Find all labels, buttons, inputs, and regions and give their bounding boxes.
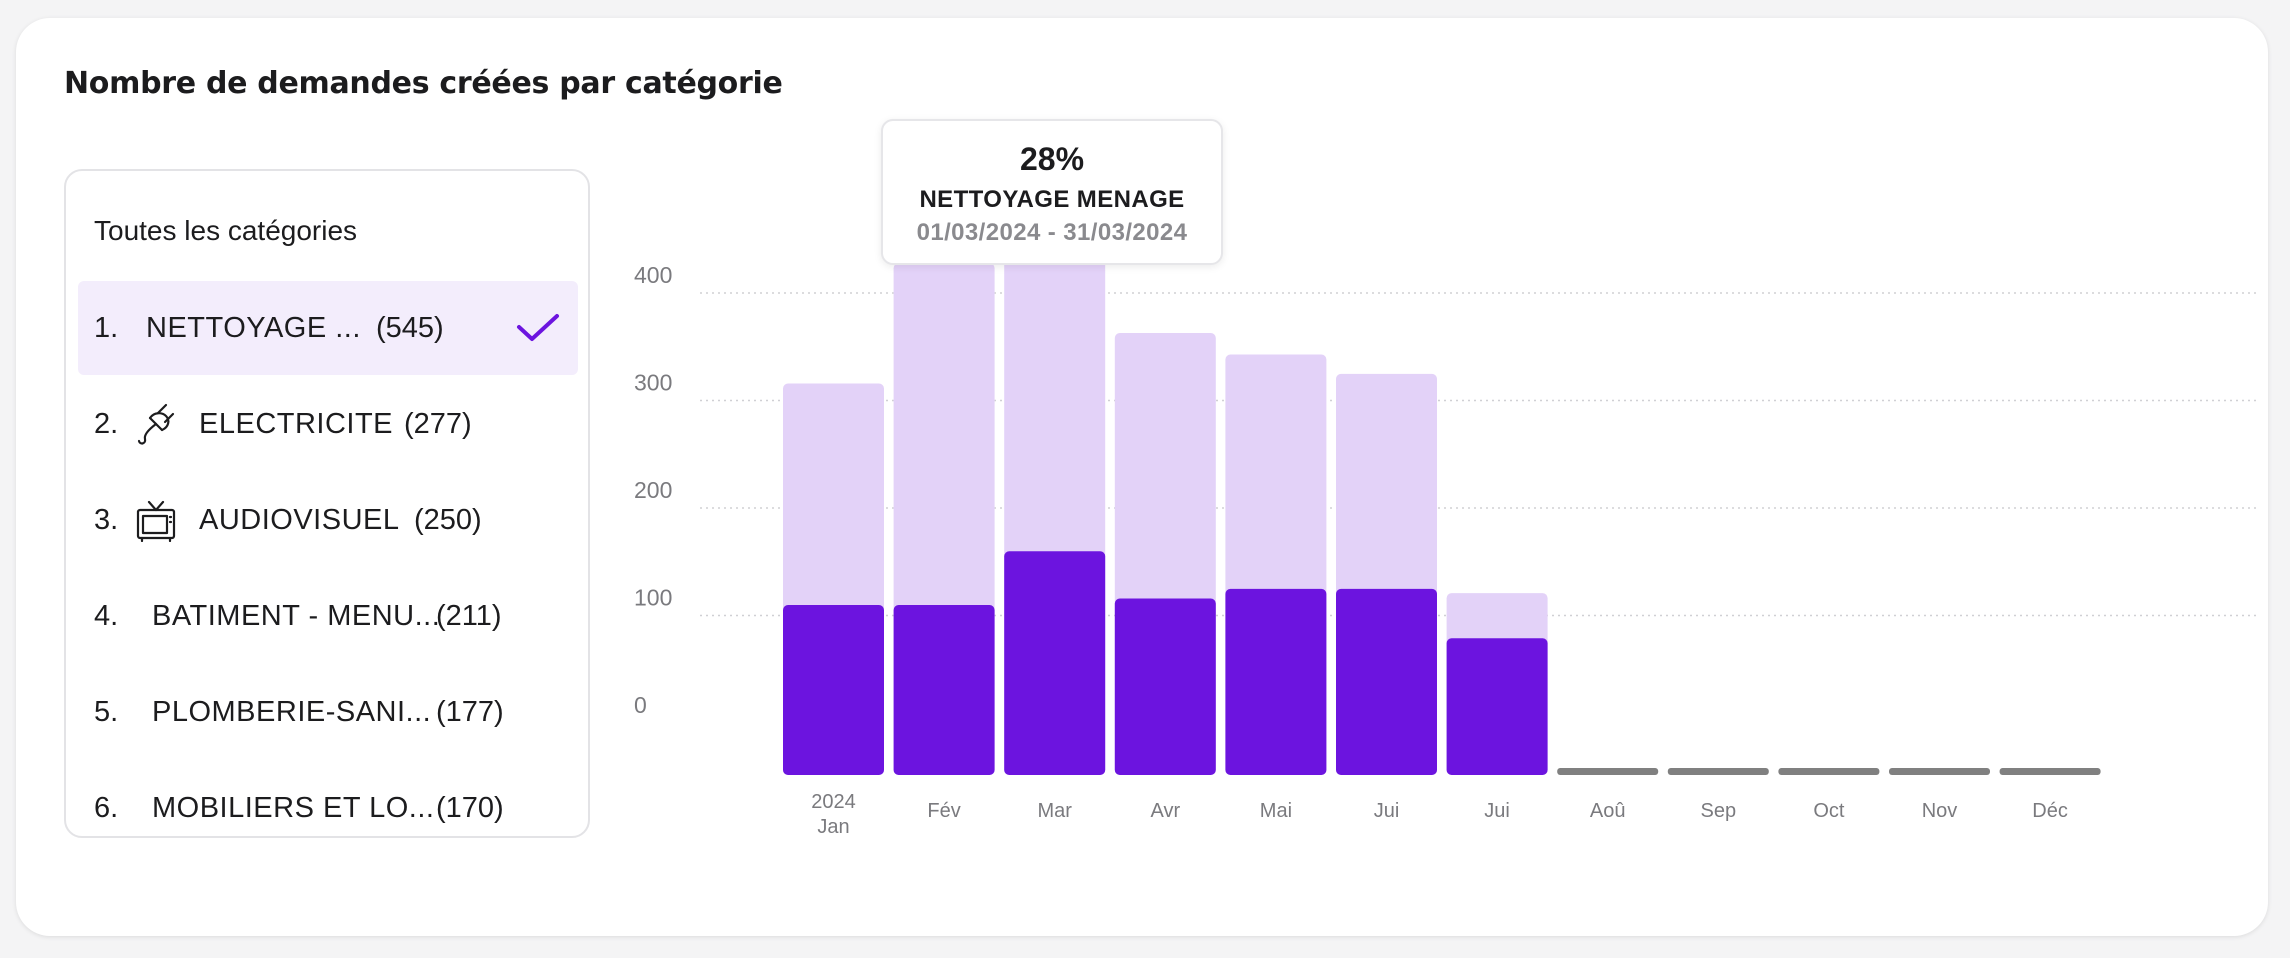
category-item-nettoyage[interactable]: 1. NETTOYAGE ... (545): [78, 281, 578, 375]
category-name: PLOMBERIE-SANI...: [152, 695, 432, 728]
category-name: MOBILIERS ET LO...: [152, 791, 435, 824]
bar-selected[interactable]: [1446, 638, 1548, 775]
category-rank: 1.: [94, 311, 119, 344]
category-item-audiovisuel[interactable]: 3. AUDIOVISUEL (250): [78, 473, 578, 567]
bar-selected[interactable]: [1004, 551, 1106, 775]
category-item-electricite[interactable]: 2. ELECTRICITE (277): [78, 377, 578, 471]
x-tick-label: Aoû: [1590, 800, 1626, 822]
y-tick-label: 0: [634, 692, 647, 718]
x-tick-label: Jan: [817, 816, 849, 838]
category-rank: 4.: [94, 599, 119, 632]
tooltip-dates: 01/03/2024 - 31/03/2024: [916, 219, 1188, 246]
bar-empty[interactable]: [1778, 768, 1880, 775]
x-tick-label: Nov: [1922, 800, 1958, 822]
x-year-label: 2024: [811, 791, 856, 813]
all-categories-option[interactable]: Toutes les catégories: [94, 215, 358, 246]
category-count: (170): [436, 791, 504, 824]
category-item-mobiliers[interactable]: 6. MOBILIERS ET LO... (170): [78, 761, 578, 836]
category-name: AUDIOVISUEL: [199, 503, 400, 536]
y-tick-label: 100: [634, 585, 672, 611]
category-name: BATIMENT - MENU...: [152, 599, 441, 632]
y-tick-label: 200: [634, 477, 672, 503]
category-item-batiment[interactable]: 4. BATIMENT - MENU... (211): [78, 569, 578, 663]
x-tick-label: Fév: [927, 800, 960, 822]
x-tick-label: Déc: [2032, 800, 2068, 822]
category-name: ELECTRICITE: [199, 407, 394, 440]
y-tick-label: 300: [634, 370, 672, 396]
bar-empty[interactable]: [1667, 768, 1769, 775]
chart-tooltip: 28% NETTOYAGE MENAGE 01/03/2024 - 31/03/…: [881, 119, 1223, 265]
category-count: (177): [436, 695, 504, 728]
category-rank: 2.: [94, 407, 119, 440]
x-tick-label: Jui: [1374, 800, 1400, 822]
category-count: (545): [376, 311, 444, 344]
y-tick-label: 400: [634, 262, 672, 288]
x-tick-label: Jui: [1484, 800, 1510, 822]
tooltip-category: NETTOYAGE MENAGE: [919, 186, 1185, 213]
bar-chart: 400 300 200 100 0 2024 Jan Fév Mar Avr Mai Jui Jui Ao…: [634, 222, 2258, 838]
tooltip-percent: 28%: [1019, 141, 1085, 177]
category-name: NETTOYAGE ...: [146, 311, 361, 344]
check-icon: [517, 314, 559, 341]
x-tick-label: Mar: [1037, 800, 1072, 822]
category-rank: 3.: [94, 503, 119, 536]
bar-selected[interactable]: [893, 604, 995, 775]
bar-empty[interactable]: [1557, 768, 1659, 775]
category-count: (250): [414, 503, 482, 536]
bar-selected[interactable]: [1114, 598, 1216, 775]
bar-selected[interactable]: [783, 604, 884, 775]
category-rank: 6.: [94, 791, 119, 824]
plug-icon: [137, 403, 175, 445]
x-tick-label: Sep: [1701, 800, 1737, 822]
x-tick-label: Avr: [1150, 800, 1180, 822]
tv-icon: [136, 500, 176, 542]
category-list: Toutes les catégories 1. NETTOYAGE ... (…: [64, 169, 590, 838]
category-item-plomberie[interactable]: 5. PLOMBERIE-SANI... (177): [78, 665, 578, 759]
bar-selected[interactable]: [1225, 588, 1327, 775]
category-rank: 5.: [94, 695, 119, 728]
x-tick-label: Mai: [1260, 800, 1292, 822]
x-tick-label: Oct: [1813, 800, 1845, 822]
category-count: (211): [436, 599, 502, 632]
bar-empty[interactable]: [1999, 768, 2101, 775]
category-count: (277): [404, 407, 472, 440]
bar-selected[interactable]: [1336, 588, 1437, 775]
bar-empty[interactable]: [1889, 768, 1990, 775]
card-title: Nombre de demandes créées par catégorie: [64, 66, 783, 101]
